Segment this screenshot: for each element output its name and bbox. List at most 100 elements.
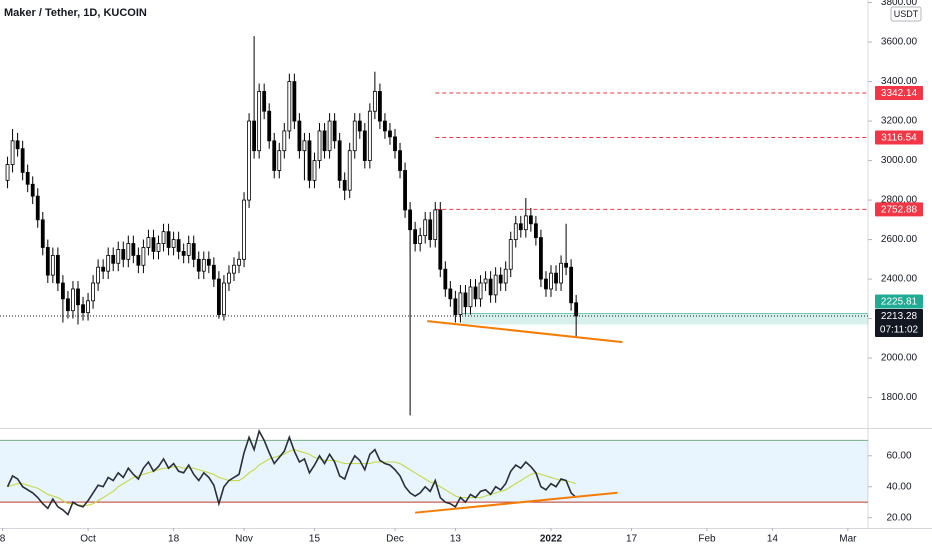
candle-body	[337, 140, 342, 181]
rsi-ma-line	[7, 449, 577, 506]
rsi-line	[6, 428, 577, 516]
candle-body	[312, 160, 317, 181]
candle-body	[443, 268, 448, 290]
candle-body	[574, 302, 579, 317]
candle-body	[55, 254, 60, 284]
candle-body	[513, 223, 518, 240]
zone-label-box	[875, 294, 923, 309]
candle-body	[559, 262, 563, 284]
level-label-box	[875, 202, 923, 217]
level-label: 3342.14	[881, 88, 918, 99]
candle-body	[10, 140, 15, 165]
candle-body	[297, 120, 302, 152]
candle-body	[196, 258, 201, 272]
unit-label: USDT	[894, 9, 919, 19]
candle-body	[151, 237, 156, 252]
candle-body	[322, 130, 327, 152]
x-tick-label: 8	[0, 534, 6, 545]
y-tick-label: 3800.00	[881, 0, 918, 8]
chart-title: Maker / Tether, 1D, KUCOIN	[4, 7, 147, 19]
trendline	[427, 320, 623, 344]
last-price-box	[875, 308, 923, 337]
candle-body	[352, 120, 357, 152]
x-tick-label: 15	[309, 534, 321, 545]
candle-body	[267, 110, 272, 142]
y-tick-label: 1800.00	[881, 392, 918, 403]
candle-body	[383, 120, 387, 132]
candle-body	[96, 266, 101, 284]
candle-body	[121, 249, 126, 260]
rsi-band	[0, 440, 868, 503]
candle-body	[287, 81, 292, 132]
candle-body	[448, 288, 453, 300]
candle-body	[523, 215, 528, 231]
candle-body	[463, 292, 468, 308]
candle-body	[433, 209, 438, 240]
candle-body	[388, 130, 392, 138]
x-tick-label: 18	[168, 534, 180, 545]
y-tick-label: 2800.00	[881, 195, 918, 206]
x-tick-label: Nov	[235, 534, 253, 545]
y-tick-label: 20.00	[886, 512, 911, 523]
candle-body	[408, 209, 412, 231]
candle-body	[413, 229, 418, 244]
candle-body	[232, 264, 236, 274]
candle-body	[247, 120, 251, 201]
candle-body	[398, 150, 402, 171]
x-tick-label: 14	[767, 534, 779, 545]
candle-body	[528, 215, 533, 225]
zone-label: 2225.81	[881, 297, 918, 308]
candle-body	[216, 278, 221, 316]
candle-body	[347, 150, 352, 191]
candle-body	[453, 298, 458, 316]
y-tick-label: 2000.00	[881, 353, 918, 364]
candle-body	[302, 140, 307, 152]
candle-body	[518, 223, 523, 231]
candle-body	[35, 195, 40, 221]
candle-body	[20, 148, 25, 173]
level-label-box	[875, 85, 923, 100]
candle-body	[569, 266, 574, 304]
candle-body	[503, 268, 508, 284]
candle-body	[71, 288, 75, 312]
candle-body	[423, 219, 428, 237]
candle-body	[136, 254, 141, 266]
candle-body	[549, 272, 553, 290]
candle-body	[45, 247, 50, 276]
x-tick-label: Feb	[698, 534, 716, 545]
candle-body	[76, 288, 80, 306]
x-tick-label: Dec	[386, 534, 404, 545]
candle-body	[458, 292, 463, 316]
candle-body	[186, 243, 191, 256]
candle-body	[91, 282, 95, 302]
candle-body	[66, 298, 70, 312]
candle-body	[564, 262, 568, 268]
candle-body	[191, 243, 196, 260]
candle-body	[111, 254, 116, 264]
candle-body	[438, 209, 443, 270]
candle-body	[533, 223, 538, 239]
candle-body	[317, 130, 322, 161]
candle-body	[277, 150, 282, 171]
candle-body	[30, 183, 35, 197]
unit-box[interactable]	[890, 6, 922, 22]
candle-body	[242, 199, 246, 260]
candle-body	[222, 282, 226, 316]
candle-body	[508, 239, 513, 270]
candle-body	[171, 239, 176, 248]
level-label: 3116.54	[881, 133, 917, 144]
level-label-box	[875, 130, 923, 145]
candle-body	[332, 120, 337, 142]
candle-body	[473, 286, 478, 300]
y-tick-label: 2400.00	[881, 274, 918, 285]
candle-body	[342, 179, 347, 191]
candle-body	[252, 120, 257, 152]
x-tick-label: 13	[450, 534, 462, 545]
candle-body	[116, 249, 121, 264]
candle-body	[478, 282, 483, 300]
last-price-label: 2213.28	[881, 311, 918, 322]
candle-body	[483, 278, 488, 284]
candle-body	[40, 219, 45, 248]
